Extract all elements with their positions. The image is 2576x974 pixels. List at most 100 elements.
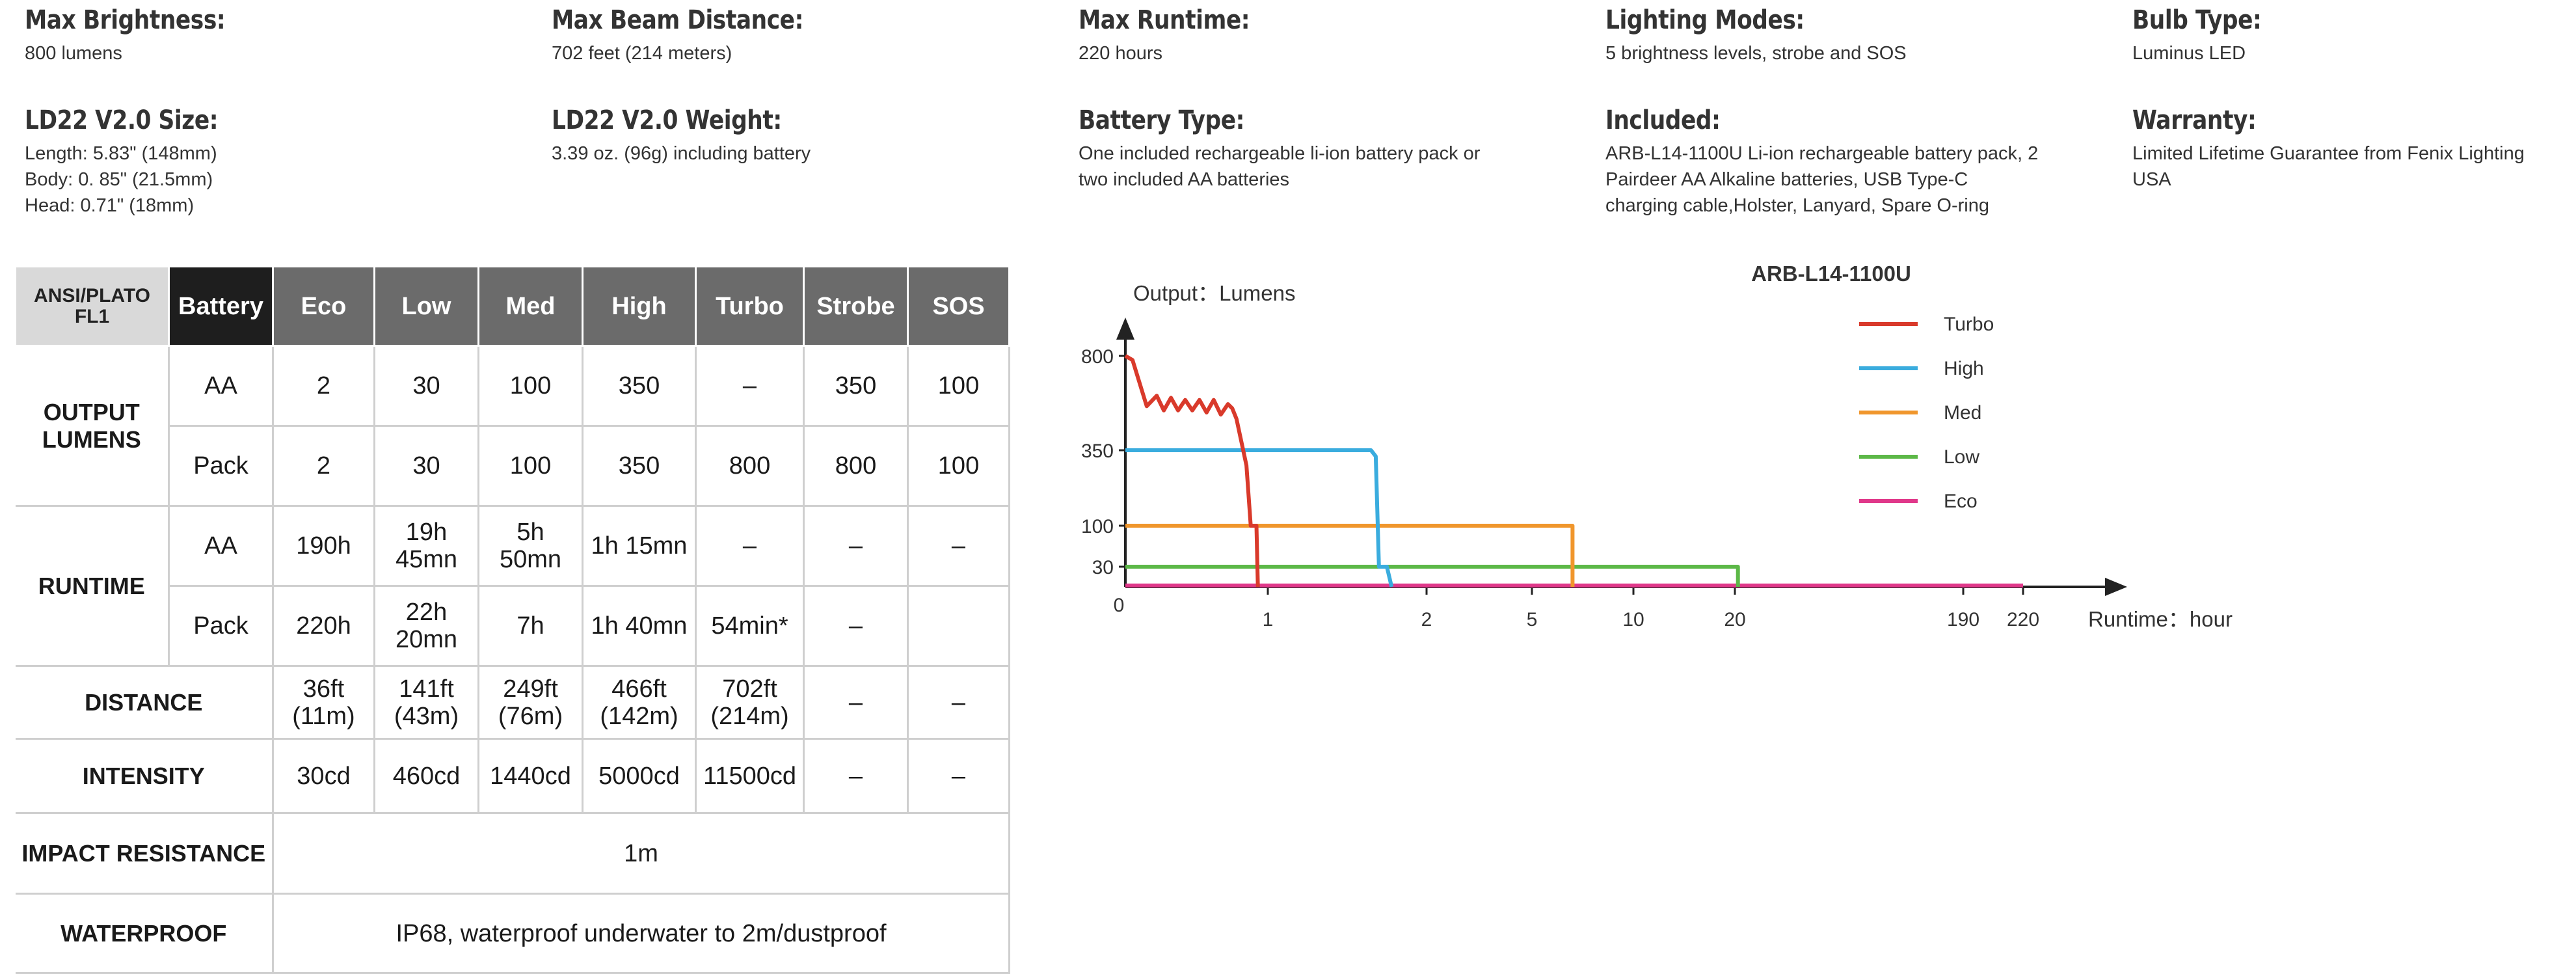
waterproof-value: IP68, waterproof underwater to 2m/dustpr…: [272, 893, 1010, 974]
table-cell: 190h: [272, 505, 375, 587]
table-cell: 100: [477, 425, 584, 507]
table-cell: 30: [373, 345, 479, 427]
legend-label-eco: Eco: [1944, 491, 1978, 512]
series-line-low: [1125, 565, 1740, 587]
spec-value: Limited Lifetime Guarantee from Fenix Li…: [2132, 143, 2525, 190]
spec-title: Included:: [1605, 105, 1721, 135]
chart-axes: 800 350 100 300 1 2 5 10 20 190 220: [1081, 318, 2127, 630]
chart-series: [1124, 354, 2023, 588]
table-cell: 141ft (43m): [373, 665, 479, 740]
table-cell: 350: [582, 425, 697, 507]
x-tick-label: 0: [1114, 595, 1125, 616]
y-tick-label: 800: [1081, 346, 1114, 368]
impact-value: 1m: [272, 812, 1010, 895]
table-cell: 5h 50mn: [477, 505, 584, 587]
table-cell: 460cd: [373, 738, 479, 814]
legend-label-turbo: Turbo: [1944, 314, 1994, 335]
table-cell: 5000cd: [582, 738, 697, 814]
header-mode-turbo: Turbo: [695, 265, 805, 347]
spec-title: LD22 V2.0 Weight:: [552, 105, 782, 135]
row-label-distance: DISTANCE: [15, 665, 274, 740]
table-cell: 466ft (142m): [582, 665, 697, 740]
spec-title: Max Beam Distance:: [552, 5, 803, 35]
y-axis-label: Output：Lumens: [1133, 281, 1295, 305]
table-cell: 249ft (76m): [477, 665, 584, 740]
y-tick-label: 30: [1092, 557, 1114, 578]
table-cell: 350: [582, 345, 697, 427]
table-cell: –: [803, 585, 909, 667]
spec-battery-type: Battery Type: One included rechargeable …: [1079, 104, 1573, 193]
table-cell: 30: [373, 425, 479, 507]
x-tick-label: 220: [2007, 609, 2039, 630]
table-header-row: ANSI/PLATO FL1 Battery Eco Low Med High …: [14, 265, 1010, 347]
table-cell: 702ft (214m): [695, 665, 805, 740]
table-cell: 22h 20mn: [373, 585, 479, 667]
chart-title: ARB-L14-1100U: [1751, 262, 1911, 286]
x-tick-label: 5: [1527, 609, 1538, 630]
table-cell: [907, 585, 1010, 667]
table-cell: 800: [695, 425, 805, 507]
x-tick-label: 190: [1947, 609, 1979, 630]
table-cell: 2: [272, 425, 375, 507]
header-standard: ANSI/PLATO FL1: [14, 265, 170, 347]
legend-label-med: Med: [1944, 402, 1981, 424]
x-tick-label: 20: [1724, 609, 1745, 630]
x-tick-label: 10: [1622, 609, 1644, 630]
table-cell: 800: [803, 425, 909, 507]
header-mode-eco: Eco: [272, 265, 375, 347]
table-row: RUNTIME AA 190h 19h 45mn 5h 50mn 1h 15mn…: [15, 505, 1010, 667]
battery-cell: AA: [168, 505, 274, 587]
table-cell: 7h: [477, 585, 584, 667]
spec-max-beam-distance: Max Beam Distance: 702 feet (214 meters): [552, 4, 1046, 66]
spec-title: Bulb Type:: [2132, 5, 2262, 35]
table-cell: –: [907, 505, 1010, 587]
x-axis-arrow: [2105, 578, 2127, 596]
header-mode-sos: SOS: [907, 265, 1010, 347]
legend-label-low: Low: [1944, 446, 1979, 468]
battery-cell: AA: [168, 345, 274, 427]
y-tick-label: 100: [1081, 516, 1114, 537]
y-tick-label: 350: [1081, 440, 1114, 462]
spec-value: 800 lumens: [25, 43, 122, 64]
table-cell: –: [803, 505, 909, 587]
series-line-med: [1125, 524, 1575, 587]
spec-value: 220 hours: [1079, 43, 1162, 64]
table-cell: 2: [272, 345, 375, 427]
spec-title: Battery Type:: [1079, 105, 1244, 135]
row-label-output: OUTPUT LUMENS: [15, 345, 170, 507]
table-cell: 36ft (11m): [272, 665, 375, 740]
table-cell: 220h: [272, 585, 375, 667]
header-mode-high: High: [582, 265, 697, 347]
table-row: IMPACT RESISTANCE 1m: [15, 812, 1010, 895]
row-label-runtime: RUNTIME: [15, 505, 170, 667]
spec-title: Lighting Modes:: [1605, 5, 1805, 35]
performance-table: ANSI/PLATO FL1 Battery Eco Low Med High …: [14, 265, 1010, 974]
spec-max-brightness: Max Brightness: 800 lumens: [25, 4, 519, 66]
spec-included: Included: ARB-L14-1100U Li-ion rechargea…: [1605, 104, 2100, 219]
spec-value: 5 brightness levels, strobe and SOS: [1605, 43, 1907, 64]
spec-size: LD22 V2.0 Size: Length: 5.83" (148mm) Bo…: [25, 104, 519, 219]
spec-value: Length: 5.83" (148mm) Body: 0. 85" (21.5…: [25, 143, 217, 216]
row-label-waterproof: WATERPROOF: [15, 893, 274, 974]
battery-cell: Pack: [168, 585, 274, 667]
spec-title: Warranty:: [2132, 105, 2257, 135]
series-line-turbo: [1124, 354, 1260, 588]
spec-lighting-modes: Lighting Modes: 5 brightness levels, str…: [1605, 4, 2100, 66]
spec-title: LD22 V2.0 Size:: [25, 105, 219, 135]
table-row: DISTANCE 36ft (11m) 141ft (43m) 249ft (7…: [15, 665, 1010, 740]
table-row: Pack 220h 22h 20mn 7h 1h 40mn 54min* –: [16, 585, 1010, 667]
x-axis-label: Runtime：hour: [2088, 607, 2233, 631]
series-line-high: [1125, 448, 1394, 588]
table-cell: 100: [907, 345, 1010, 427]
table-cell: –: [695, 345, 805, 427]
chart-legend: Turbo High Med Low Eco: [1859, 314, 1994, 512]
spec-value: 702 feet (214 meters): [552, 43, 732, 64]
table-cell: –: [907, 738, 1010, 814]
table-cell: 1h 40mn: [582, 585, 697, 667]
table-cell: –: [695, 505, 805, 587]
table-cell: 100: [907, 425, 1010, 507]
x-tick-label: 1: [1263, 609, 1274, 630]
table-cell: 54min*: [695, 585, 805, 667]
table-cell: 100: [477, 345, 584, 427]
table-row: WATERPROOF IP68, waterproof underwater t…: [15, 893, 1010, 974]
